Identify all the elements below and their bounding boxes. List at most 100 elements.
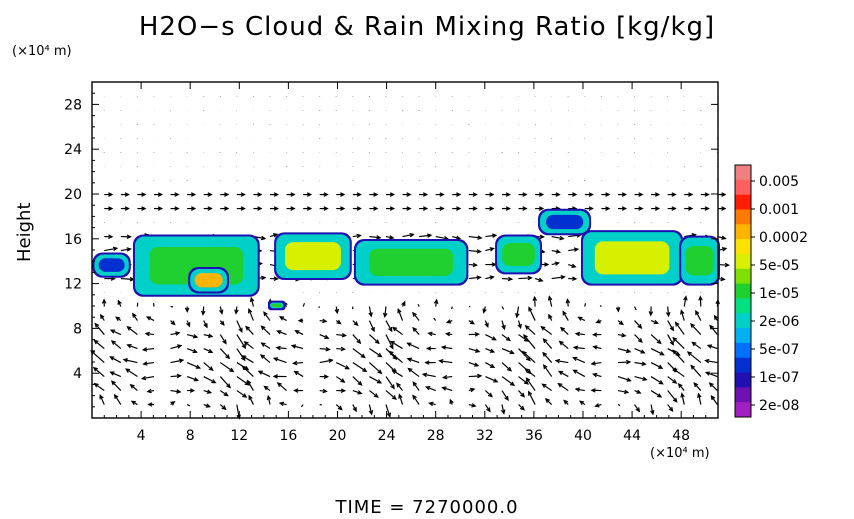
wind-vector (385, 320, 393, 332)
wind-vector-head (124, 206, 130, 211)
wind-vector-head (656, 339, 662, 345)
wind-vector (485, 276, 494, 280)
wind-vector-head (521, 350, 527, 356)
wind-vector (352, 389, 362, 395)
wind-vector (94, 383, 105, 392)
wind-vector (260, 354, 271, 364)
wind-vector-head (528, 390, 533, 396)
wind-vector-head (260, 342, 266, 347)
wind-vector (558, 383, 569, 392)
wind-vector (203, 333, 213, 338)
wind-vector-head (425, 386, 431, 391)
wind-vector (300, 404, 304, 408)
wind-vector-head (690, 364, 696, 370)
wind-vector-head (259, 354, 266, 359)
time-label: TIME = 7270000.0 (335, 497, 519, 518)
wind-vector-head (522, 192, 528, 197)
wind-vector-head (433, 298, 439, 304)
wind-vector-head (260, 235, 267, 241)
wind-vector-head (554, 358, 561, 364)
wind-vector-head (572, 192, 578, 197)
x-tick-label: 32 (476, 428, 494, 444)
wind-vector-head (559, 326, 565, 332)
wind-vector-head (638, 206, 644, 211)
wind-vector (408, 368, 420, 378)
wind-vector-head (688, 206, 694, 211)
wind-vector (170, 389, 181, 393)
wind-vector-head (276, 382, 282, 387)
wind-vector (293, 361, 304, 364)
wind-vector-head (382, 312, 388, 319)
x-tick-label: 12 (230, 428, 248, 444)
wind-vector (518, 376, 529, 385)
wind-vector-head (470, 387, 476, 393)
wind-vector (412, 327, 420, 335)
wind-vector-head (373, 192, 379, 197)
x-tick-label: 36 (525, 428, 543, 444)
wind-vector-head (353, 321, 359, 327)
wind-vector (242, 365, 254, 377)
wind-vector (319, 359, 333, 364)
wind-vector (534, 297, 536, 307)
wind-vector-head (257, 206, 263, 211)
x-axis-unit: (×10⁴ m) (650, 446, 710, 461)
wind-vector (369, 348, 382, 358)
wind-vector-head (323, 206, 329, 211)
wind-vector (385, 376, 395, 389)
wind-vector-head (170, 320, 176, 326)
wind-vector-head (409, 232, 415, 238)
wind-vector-head (428, 401, 434, 407)
wind-vector-head (241, 355, 247, 360)
wind-vector-head (477, 373, 483, 379)
wind-vector (543, 364, 553, 377)
wind-vector-head (356, 339, 362, 345)
wind-vector-head (263, 385, 269, 391)
wind-vector-head (542, 338, 548, 344)
wind-vector-head (386, 412, 392, 418)
wind-vector-head (538, 206, 545, 211)
wind-vector (261, 342, 271, 350)
wind-vector-head (398, 393, 403, 399)
wind-vector (203, 348, 213, 353)
colorbar-swatch (735, 224, 751, 240)
wind-vector-head (522, 206, 528, 211)
wind-vector-head (515, 312, 520, 319)
wind-vector (672, 349, 685, 363)
wind-vector-head (323, 192, 329, 197)
wind-vector-head (126, 247, 132, 252)
wind-vector-head (641, 361, 647, 366)
wind-vector-head (126, 326, 132, 331)
wind-vector-head (554, 261, 561, 266)
wind-vector-head (626, 359, 632, 365)
wind-vector (468, 276, 481, 280)
wind-vector-head (489, 192, 495, 197)
x-tick-label: 4 (137, 428, 146, 444)
wind-vector-head (520, 392, 526, 398)
x-tick-label: 40 (574, 428, 592, 444)
wind-vector (576, 333, 585, 336)
wind-vector (485, 234, 497, 238)
colorbar-swatch (735, 328, 751, 344)
wind-vector (485, 362, 495, 368)
wind-vector-head (222, 339, 227, 345)
colorbar-label: 1e-07 (759, 370, 799, 386)
wind-vector (468, 361, 479, 367)
wind-vector (247, 380, 254, 391)
wind-vector-head (94, 322, 100, 328)
wind-vector-head (665, 311, 671, 318)
wind-vector-head (401, 300, 406, 307)
cloud-patch-core (545, 214, 584, 230)
wind-vector (219, 334, 227, 344)
wind-vector (369, 376, 382, 384)
wind-vector (650, 376, 663, 385)
wind-vector-head (201, 310, 206, 316)
wind-vector-head (721, 247, 728, 252)
wind-vector-head (686, 351, 692, 356)
wind-vector-head (376, 235, 382, 240)
wind-vector (125, 368, 138, 378)
wind-vector-head (720, 276, 726, 282)
wind-vector (650, 390, 662, 398)
wind-vector-head (389, 206, 396, 211)
wind-vector (680, 310, 685, 321)
wind-vector (650, 334, 662, 344)
